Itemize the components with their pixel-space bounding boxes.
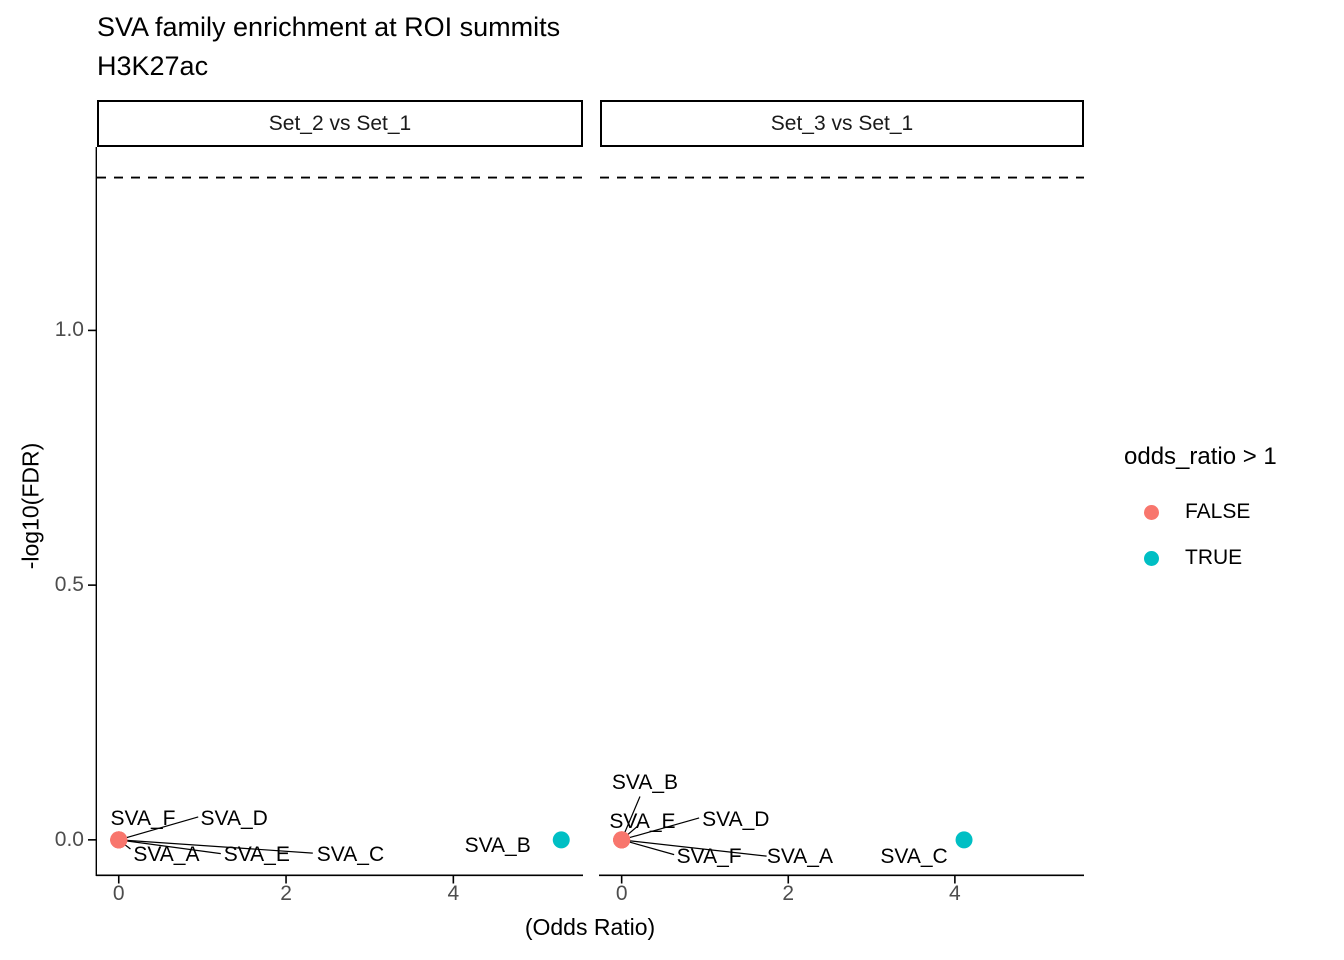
legend-item-true: TRUE [1124,535,1277,581]
y-axis-title: -log10(FDR) [17,442,44,570]
data-point [613,831,631,849]
data-point [110,831,128,849]
leader-line [621,839,675,856]
leader-line [118,816,199,841]
facet-strip-set3-vs-set1: Set_3 vs Set_1 [600,100,1084,147]
leader-line [621,839,767,857]
legend-label-true: TRUE [1185,546,1243,569]
plot-subtitle: H3K27ac [97,51,209,81]
legend-true-dot-icon [1144,550,1159,566]
facet-strip-label: Set_2 vs Set_1 [268,111,412,135]
leader-line [118,839,221,855]
legend-item-false: FALSE [1124,489,1277,535]
legend-false-dot-icon [1144,504,1159,520]
legend-title: odds_ratio > 1 [1124,443,1277,470]
data-point [552,831,570,849]
facet-strip-label: Set_3 vs Set_1 [770,111,914,135]
data-point [955,831,973,849]
x-axis-title: (Odds Ratio) [524,914,656,940]
leader-line [118,839,313,854]
leader-line [621,817,700,841]
legend: odds_ratio > 1 FALSE TRUE [1124,443,1277,581]
plot-title: SVA family enrichment at ROI summits [97,12,561,42]
legend-label-false: FALSE [1185,500,1251,523]
facet-strip-set2-vs-set1: Set_2 vs Set_1 [97,100,583,147]
